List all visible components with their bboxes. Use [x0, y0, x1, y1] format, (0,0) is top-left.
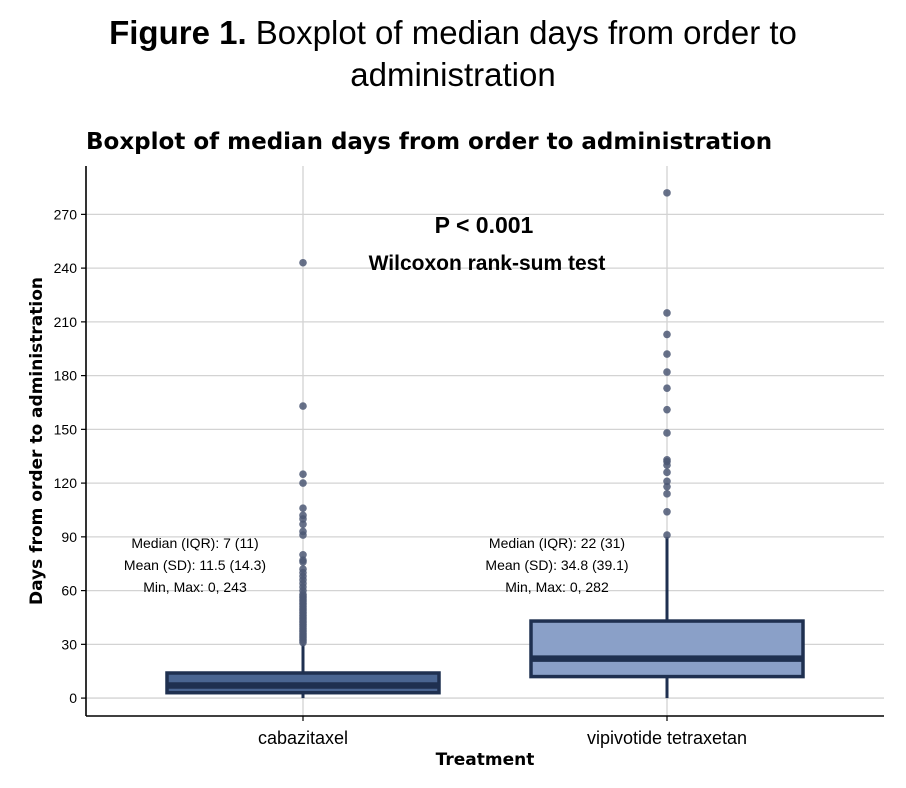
stats-label: Mean (SD): 34.8 (39.1)	[485, 557, 628, 573]
stats-label: Min, Max: 0, 282	[505, 579, 609, 595]
stats-label: Median (IQR): 22 (31)	[489, 535, 625, 551]
y-tick-label: 30	[61, 636, 77, 652]
outlier-point	[299, 511, 307, 520]
outlier-point	[299, 479, 307, 487]
x-tick-label: cabazitaxel	[258, 728, 348, 748]
outlier-point	[663, 490, 671, 498]
outlier-point	[299, 550, 307, 559]
stats-label: Median (IQR): 7 (11)	[131, 535, 258, 551]
x-axis-title: Treatment	[436, 750, 535, 770]
outlier-point	[663, 507, 671, 516]
outlier-point	[299, 527, 307, 536]
outlier-point	[663, 405, 671, 414]
outlier-point	[299, 402, 307, 410]
figure-caption-line2: administration	[350, 56, 556, 93]
stats-label: Mean (SD): 11.5 (14.3)	[124, 557, 266, 573]
outlier-point	[663, 429, 671, 437]
y-tick-label: 240	[54, 260, 78, 276]
x-tick-label: vipivotide tetraxetan	[587, 728, 747, 748]
outlier-point	[663, 330, 671, 339]
y-tick-label: 120	[54, 475, 78, 491]
figure-caption-line1: Figure 1. Boxplot of median days from or…	[0, 12, 906, 54]
y-tick-label: 210	[54, 314, 78, 330]
y-tick-label: 60	[61, 583, 77, 599]
outlier-point	[663, 482, 671, 491]
outlier-point	[299, 258, 307, 267]
outlier-point	[299, 520, 307, 529]
outlier-point	[299, 470, 307, 478]
y-axis-title: Days from order to administration	[27, 277, 47, 605]
outlier-point	[663, 368, 671, 376]
test-name-label: Wilcoxon rank-sum test	[369, 252, 606, 275]
p-value-label: P < 0.001	[435, 212, 534, 238]
y-tick-label: 180	[54, 368, 78, 384]
outlier-point	[663, 531, 671, 539]
outlier-point	[663, 309, 671, 317]
outlier-point	[663, 456, 671, 464]
y-tick-label: 90	[61, 529, 77, 545]
outlier-point	[663, 468, 671, 477]
stats-label: Min, Max: 0, 243	[143, 579, 247, 595]
y-tick-label: 0	[69, 690, 77, 706]
figure-label: Figure 1.	[109, 14, 247, 51]
box	[529, 619, 805, 679]
outlier-point	[663, 189, 671, 197]
outlier-point	[663, 384, 671, 392]
outlier-point	[299, 556, 307, 564]
outlier-point	[663, 477, 671, 486]
outlier-point	[299, 565, 307, 573]
y-tick-label: 270	[54, 206, 78, 222]
chart-title: Boxplot of median days from order to adm…	[86, 129, 772, 155]
y-tick-label: 150	[54, 421, 78, 437]
figure-caption-text: Boxplot of median days from order to	[255, 14, 797, 51]
outlier-point	[299, 504, 307, 512]
outlier-point	[663, 350, 671, 358]
figure-caption: Figure 1. Boxplot of median days from or…	[0, 12, 906, 96]
